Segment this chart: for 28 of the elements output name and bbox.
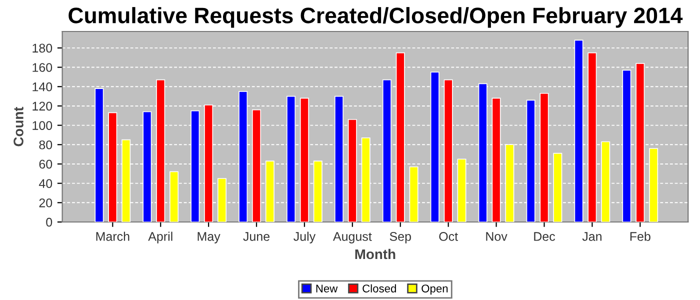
y-tick-label: 60 (39, 160, 52, 169)
x-tick-label: May (198, 232, 220, 244)
y-tick-label: 20 (39, 198, 52, 208)
x-tick-label: August (332, 232, 372, 244)
x-tick-label: April (148, 232, 172, 244)
y-tick-label: 140 (32, 82, 52, 92)
x-tick-label: July (294, 232, 316, 244)
x-tick-label: Nov (486, 232, 508, 241)
y-tick-label: 160 (32, 63, 52, 72)
chart-title: Cumulative Requests Created/Closed/Open February 2014 (68, 7, 683, 28)
y-tick-label: 0 (46, 218, 52, 227)
legend-label: Closed (362, 284, 396, 292)
x-tick-label: June (243, 232, 270, 241)
y-tick-label: 100 (32, 121, 52, 130)
legend-label: New (316, 284, 338, 292)
x-tick-label: Sep (390, 232, 411, 244)
y-tick-label: 120 (32, 102, 52, 111)
x-tick-label: March (96, 232, 130, 241)
y-axis-title: Count (14, 106, 24, 146)
y-tick-label: 40 (38, 179, 52, 188)
y-tick-label: 180 (32, 44, 52, 53)
x-tick-label: Jan (582, 232, 602, 241)
y-tick-label: 80 (39, 140, 52, 150)
x-tick-label: Dec (534, 232, 556, 241)
x-axis-title: Month (355, 248, 396, 260)
x-tick-label: Feb (630, 232, 650, 241)
x-tick-label: Oct (439, 232, 458, 241)
legend-label: Open (422, 284, 448, 295)
